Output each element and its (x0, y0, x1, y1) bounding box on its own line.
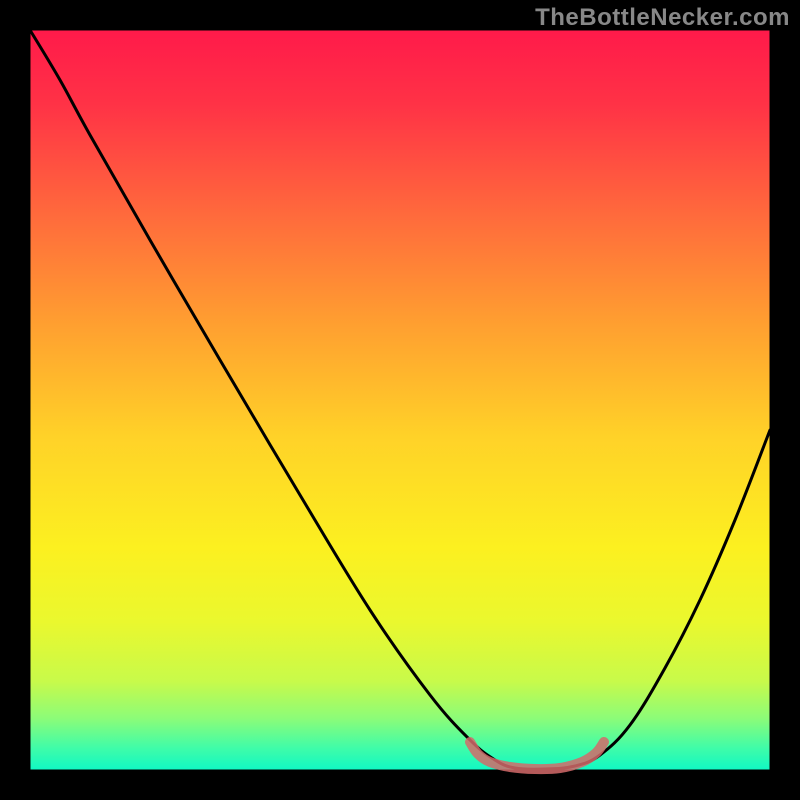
watermark-label: TheBottleNecker.com (535, 4, 790, 32)
chart-stage: TheBottleNecker.com (0, 0, 800, 800)
plot-background (30, 30, 770, 770)
bottleneck-chart (0, 0, 800, 800)
